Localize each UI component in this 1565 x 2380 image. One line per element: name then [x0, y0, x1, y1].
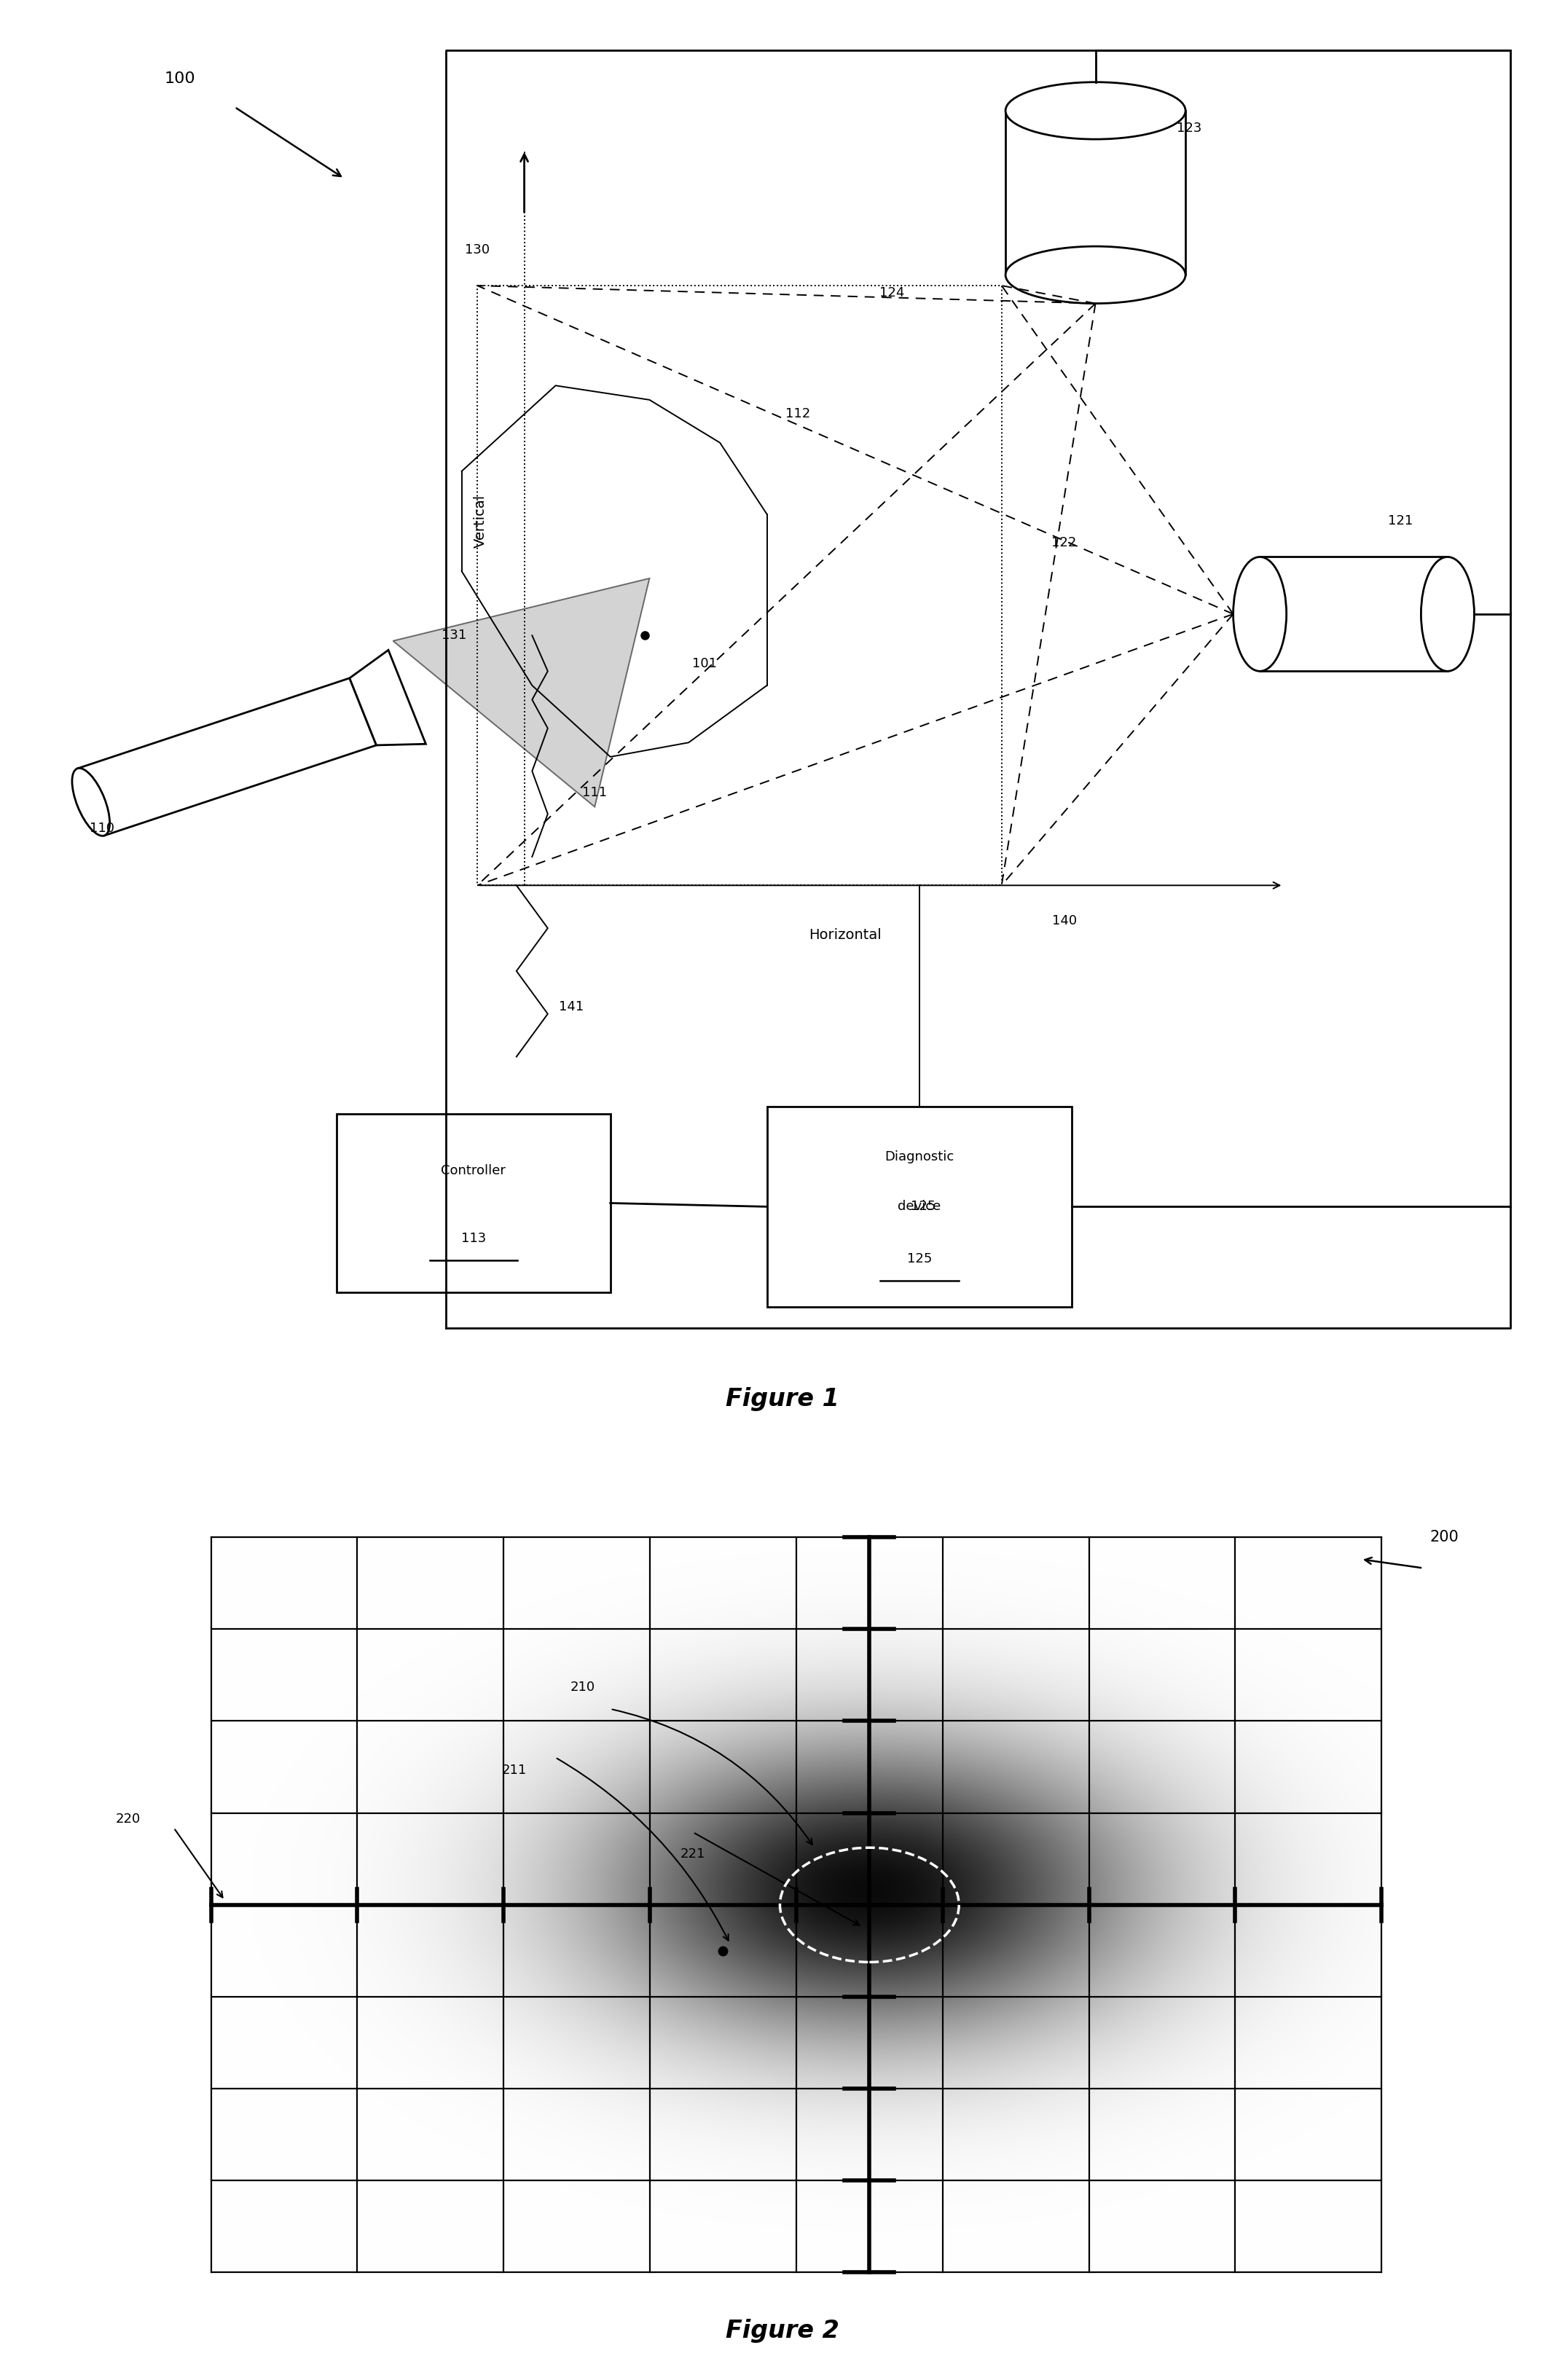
- Text: 141: 141: [559, 1000, 584, 1014]
- Text: 121: 121: [1388, 514, 1413, 528]
- Text: 124: 124: [880, 286, 905, 300]
- Polygon shape: [349, 650, 426, 745]
- Text: 111: 111: [582, 785, 607, 800]
- Text: Figure 1: Figure 1: [726, 1388, 839, 1411]
- Text: device: device: [898, 1200, 941, 1214]
- Text: 130: 130: [465, 243, 490, 257]
- Text: 200: 200: [1430, 1530, 1459, 1545]
- Text: Controller: Controller: [441, 1164, 505, 1178]
- Text: 131: 131: [441, 628, 466, 643]
- Text: 100: 100: [164, 71, 196, 86]
- Text: Diagnostic: Diagnostic: [884, 1150, 955, 1164]
- Ellipse shape: [72, 769, 110, 835]
- Text: Figure 2: Figure 2: [726, 2318, 839, 2342]
- Ellipse shape: [1005, 81, 1186, 140]
- Polygon shape: [393, 578, 649, 807]
- FancyBboxPatch shape: [767, 1107, 1072, 1307]
- Text: 125: 125: [906, 1252, 933, 1266]
- Text: 122: 122: [1052, 536, 1077, 550]
- FancyBboxPatch shape: [336, 1114, 610, 1292]
- Ellipse shape: [1421, 557, 1474, 671]
- Text: Horizontal: Horizontal: [809, 928, 881, 942]
- Text: 211: 211: [501, 1764, 526, 1778]
- Text: 113: 113: [462, 1233, 485, 1245]
- FancyBboxPatch shape: [1260, 557, 1448, 671]
- Text: 140: 140: [1052, 914, 1077, 928]
- Text: 112: 112: [786, 407, 811, 421]
- Ellipse shape: [1005, 245, 1186, 305]
- FancyBboxPatch shape: [1005, 109, 1186, 274]
- Polygon shape: [78, 678, 376, 835]
- Text: 221: 221: [681, 1847, 706, 1861]
- Text: 110: 110: [89, 821, 114, 835]
- Text: 210: 210: [570, 1680, 595, 1695]
- Text: Vertical: Vertical: [474, 495, 487, 547]
- Text: 220: 220: [116, 1814, 141, 1825]
- Ellipse shape: [1233, 557, 1286, 671]
- Text: 123: 123: [1177, 121, 1202, 136]
- Text: 125: 125: [911, 1200, 936, 1214]
- Text: 101: 101: [692, 657, 717, 671]
